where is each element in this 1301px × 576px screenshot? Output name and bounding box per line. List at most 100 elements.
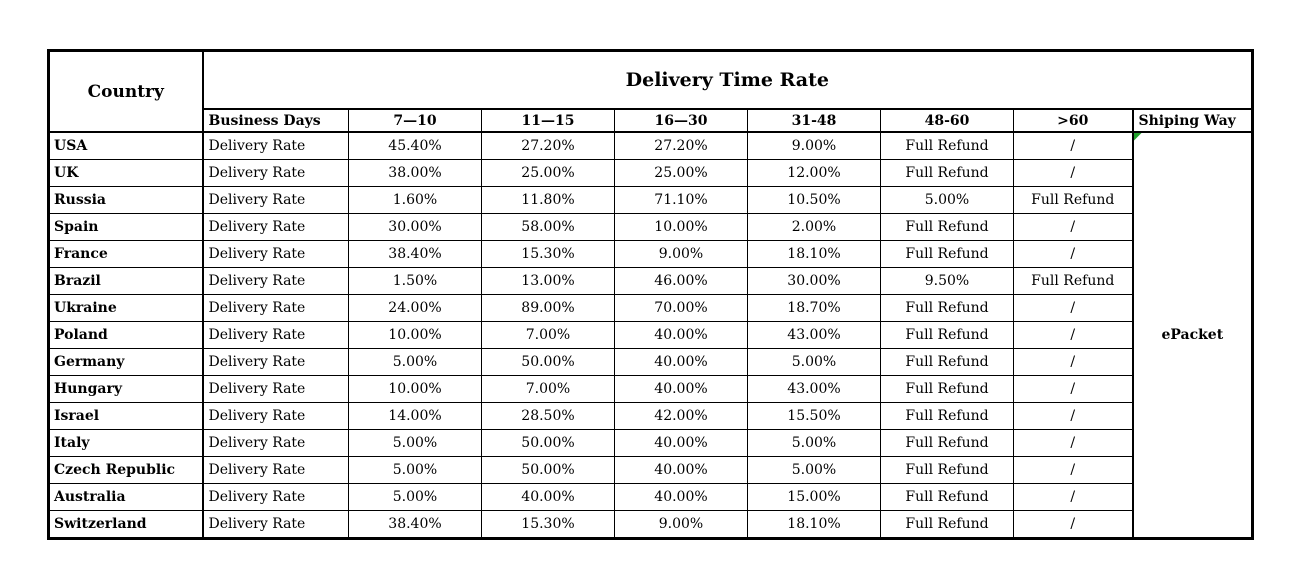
cell-error-indicator-icon bbox=[1134, 133, 1142, 141]
rate-cell: 5.00% bbox=[747, 456, 881, 484]
delivery-rate-label: Delivery Rate bbox=[202, 240, 349, 268]
rate-cell: 7.00% bbox=[481, 375, 615, 403]
rate-cell: 50.00% bbox=[481, 456, 615, 484]
bucket-7-10-header: 7—10 bbox=[348, 108, 482, 133]
delivery-rate-label: Delivery Rate bbox=[202, 375, 349, 403]
table-header: Country Delivery Time Rate Business Days… bbox=[48, 50, 1254, 133]
table-row: France Delivery Rate 38.40% 15.30% 9.00% 18.1… bbox=[48, 240, 1253, 268]
rate-cell: 30.00% bbox=[348, 213, 482, 241]
table-title: Delivery Time Rate bbox=[201, 50, 1254, 110]
rate-cell: 40.00% bbox=[614, 429, 748, 457]
country-cell: Russia bbox=[48, 186, 204, 214]
rate-cell: 70.00% bbox=[614, 294, 748, 322]
rate-cell: 18.10% bbox=[747, 240, 881, 268]
delivery-rate-sheet: Country Delivery Time Rate Business Days… bbox=[47, 49, 1255, 540]
table-row: Hungary Delivery Rate 10.00% 7.00% 40.00% 43.… bbox=[48, 375, 1253, 403]
rate-cell: 12.00% bbox=[747, 159, 881, 187]
rate-cell: Full Refund bbox=[1013, 267, 1133, 295]
rate-cell: 18.10% bbox=[747, 510, 881, 539]
rate-cell: 10.50% bbox=[747, 186, 881, 214]
rate-cell: Full Refund bbox=[880, 131, 1014, 160]
rate-cell: Full Refund bbox=[880, 159, 1014, 187]
rate-cell: 5.00% bbox=[747, 348, 881, 376]
country-cell: Italy bbox=[48, 429, 204, 457]
rate-cell: / bbox=[1013, 402, 1133, 430]
rate-cell: 5.00% bbox=[348, 348, 482, 376]
rate-cell: Full Refund bbox=[880, 402, 1014, 430]
bucket-31-48-header: 31-48 bbox=[747, 108, 881, 133]
rate-cell: Full Refund bbox=[880, 240, 1014, 268]
rate-cell: 58.00% bbox=[481, 213, 615, 241]
delivery-rate-label: Delivery Rate bbox=[202, 483, 349, 511]
rate-cell: 24.00% bbox=[348, 294, 482, 322]
rate-cell: 10.00% bbox=[614, 213, 748, 241]
rate-cell: Full Refund bbox=[880, 294, 1014, 322]
rate-cell: 5.00% bbox=[348, 456, 482, 484]
rate-cell: Full Refund bbox=[880, 375, 1014, 403]
rate-cell: 71.10% bbox=[614, 186, 748, 214]
rate-cell: 38.40% bbox=[348, 510, 482, 539]
delivery-rate-label: Delivery Rate bbox=[202, 456, 349, 484]
rate-cell: 15.30% bbox=[481, 240, 615, 268]
subheader-row: Business Days 7—10 11—15 16—30 31-48 48-… bbox=[49, 108, 1254, 133]
rate-cell: Full Refund bbox=[880, 429, 1014, 457]
table-row: Switzerland Delivery Rate 38.40% 15.30% 9.00… bbox=[48, 510, 1253, 539]
rate-cell: 40.00% bbox=[614, 321, 748, 349]
country-cell: France bbox=[48, 240, 204, 268]
bucket-over-60-header: >60 bbox=[1013, 108, 1133, 133]
table-row: UK Delivery Rate 38.00% 25.00% 25.00% 12.00% F… bbox=[48, 159, 1253, 187]
rate-cell: 43.00% bbox=[747, 321, 881, 349]
shipping-way-header: Shiping Way bbox=[1131, 108, 1254, 133]
rate-cell: 18.70% bbox=[747, 294, 881, 322]
rate-cell: / bbox=[1013, 159, 1133, 187]
rate-cell: 25.00% bbox=[481, 159, 615, 187]
country-cell: Czech Republic bbox=[48, 456, 204, 484]
rate-cell: Full Refund bbox=[880, 348, 1014, 376]
rate-cell: 9.50% bbox=[880, 267, 1014, 295]
rate-cell: 46.00% bbox=[614, 267, 748, 295]
table-row: Australia Delivery Rate 5.00% 40.00% 40.00% 1… bbox=[48, 483, 1253, 511]
title-row: Country Delivery Time Rate bbox=[48, 50, 1254, 133]
rate-cell: 42.00% bbox=[614, 402, 748, 430]
country-cell: Germany bbox=[48, 348, 204, 376]
delivery-time-rate-table: Country Delivery Time Rate Business Days… bbox=[47, 49, 1255, 540]
rate-cell: 30.00% bbox=[747, 267, 881, 295]
rate-cell: / bbox=[1013, 510, 1133, 539]
country-cell: UK bbox=[48, 159, 204, 187]
rate-cell: 89.00% bbox=[481, 294, 615, 322]
table-row: Germany Delivery Rate 5.00% 50.00% 40.00% 5.0… bbox=[48, 348, 1253, 376]
rate-cell: 40.00% bbox=[614, 348, 748, 376]
country-cell: Australia bbox=[48, 483, 204, 511]
rate-cell: / bbox=[1013, 240, 1133, 268]
rate-cell: 28.50% bbox=[481, 402, 615, 430]
table-row: Brazil Delivery Rate 1.50% 13.00% 46.00% 30.0… bbox=[48, 267, 1253, 295]
country-cell: Poland bbox=[48, 321, 204, 349]
rate-cell: 13.00% bbox=[481, 267, 615, 295]
rate-cell: / bbox=[1013, 429, 1133, 457]
shipping-method-label: ePacket bbox=[1161, 327, 1224, 343]
delivery-rate-label: Delivery Rate bbox=[202, 131, 349, 160]
rate-cell: 10.00% bbox=[348, 375, 482, 403]
rate-cell: 7.00% bbox=[481, 321, 615, 349]
rate-cell: 15.50% bbox=[747, 402, 881, 430]
rate-cell: Full Refund bbox=[880, 321, 1014, 349]
delivery-rate-label: Delivery Rate bbox=[202, 267, 349, 295]
rate-cell: Full Refund bbox=[880, 213, 1014, 241]
bucket-16-30-header: 16—30 bbox=[614, 108, 748, 133]
delivery-rate-label: Delivery Rate bbox=[202, 402, 349, 430]
delivery-rate-label: Delivery Rate bbox=[202, 510, 349, 539]
delivery-rate-label: Delivery Rate bbox=[202, 213, 349, 241]
rate-cell: 9.00% bbox=[614, 240, 748, 268]
business-days-header: Business Days bbox=[202, 108, 349, 133]
rate-cell: / bbox=[1013, 294, 1133, 322]
table-row: Russia Delivery Rate 1.60% 11.80% 71.10% 10.5… bbox=[48, 186, 1253, 214]
rate-cell: 40.00% bbox=[614, 483, 748, 511]
rate-cell: / bbox=[1013, 321, 1133, 349]
table-row: USA Delivery Rate 45.40% 27.20% 27.20% 9.00% F… bbox=[48, 131, 1254, 539]
rate-cell: / bbox=[1013, 456, 1133, 484]
delivery-rate-label: Delivery Rate bbox=[202, 186, 349, 214]
table-row: Czech Republic Delivery Rate 5.00% 50.00% 40… bbox=[48, 456, 1253, 484]
rate-cell: 40.00% bbox=[481, 483, 615, 511]
rate-cell: 14.00% bbox=[348, 402, 482, 430]
rate-cell: 50.00% bbox=[481, 429, 615, 457]
